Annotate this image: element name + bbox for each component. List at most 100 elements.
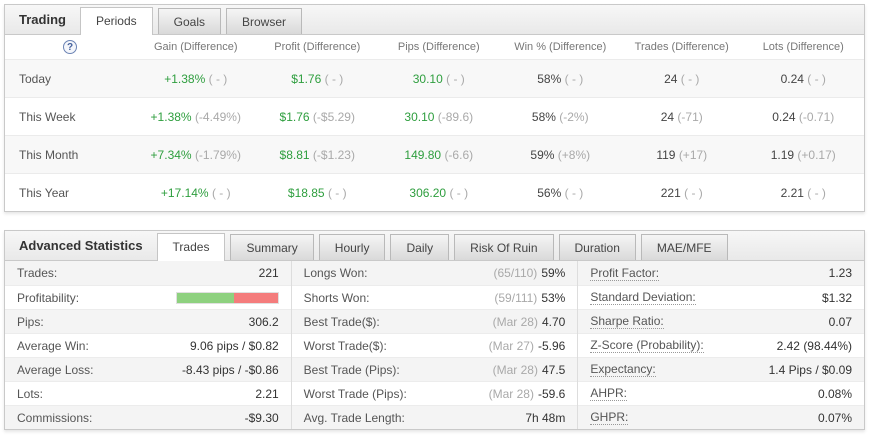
profitability-bar-red <box>234 292 278 303</box>
stat-label: Avg. Trade Length: <box>303 410 405 425</box>
stat-row-avg-trade-length: Avg. Trade Length: 7h 48m <box>291 405 578 429</box>
stat-value: 0.08% <box>817 386 853 401</box>
stat-label: Lots: <box>17 386 44 401</box>
stat-label: Worst Trade (Pips): <box>303 386 407 401</box>
stat-row-commissions: Commissions: -$9.30 <box>5 405 291 429</box>
profit-diff: ( - ) <box>327 185 347 200</box>
lots-value: 1.19 <box>770 147 795 162</box>
pips-diff: ( - ) <box>449 185 469 200</box>
lots-cell: 1.19 (+0.17) <box>743 148 865 162</box>
pips-cell: 149.80 (-6.6) <box>378 148 500 162</box>
stat-value: 2.21 <box>255 386 279 401</box>
pips-diff: (-6.6) <box>444 147 474 162</box>
stat-label: Trades: <box>17 266 58 280</box>
stat-row-profit-factor: Profit Factor: 1.23 <box>578 261 865 285</box>
stat-value-main: 59% <box>541 266 566 280</box>
table-row-this-week: This Week +1.38% (-4.49%) $1.76 (-$5.29)… <box>5 97 864 135</box>
stat-value: 306.2 <box>248 314 279 329</box>
row-label: Today <box>19 71 52 86</box>
stat-value: (65/110) 59% <box>494 266 566 280</box>
trades-value: 24 <box>664 71 678 86</box>
win-value: 56% <box>537 185 562 200</box>
stat-label: Shorts Won: <box>303 290 370 305</box>
tab-daily[interactable]: Daily <box>390 234 450 260</box>
lots-diff: ( - ) <box>807 71 826 86</box>
gain-value: +7.34% <box>150 147 192 162</box>
table-row-this-month: This Month +7.34% (-1.79%) $8.81 (-$1.23… <box>5 135 864 173</box>
column-header-trades: Trades (Difference) <box>634 41 729 53</box>
help-cell: ? <box>5 40 135 54</box>
stat-row-longs-won: Longs Won: (65/110) 59% <box>291 261 578 285</box>
stat-value: -$9.30 <box>244 410 279 425</box>
row-label: This Year <box>19 185 70 200</box>
stat-label: Longs Won: <box>303 266 368 280</box>
trades-cell: 24 (-71) <box>621 110 743 124</box>
win-value: 58% <box>537 71 562 86</box>
tab-risk-of-ruin[interactable]: Risk Of Ruin <box>454 234 554 260</box>
trades-diff: (+17) <box>678 147 708 162</box>
profit-diff: (-$5.29) <box>312 109 355 124</box>
stat-value-prefix: (65/110) <box>493 266 538 280</box>
tab-trades[interactable]: Trades <box>156 233 226 261</box>
stat-label: Best Trade($): <box>303 314 380 329</box>
stat-row-sharpe-ratio: Sharpe Ratio: 0.07 <box>578 309 865 333</box>
pips-value: 306.20 <box>409 185 447 200</box>
win-value: 59% <box>530 147 555 162</box>
tab-hourly[interactable]: Hourly <box>318 234 386 260</box>
stats-column-middle: Longs Won: (65/110) 59% Shorts Won: (59/1… <box>290 261 578 429</box>
tab-summary[interactable]: Summary <box>230 234 314 260</box>
lots-value: 0.24 <box>772 109 796 124</box>
stats-columns: Trades: 221 Profitability: Pips: 306.2 A… <box>5 261 865 429</box>
advanced-tabs: Trades Summary Hourly Daily Risk Of Ruin… <box>156 233 733 261</box>
trades-value: 119 <box>656 147 676 162</box>
stat-label: Z-Score (Probability): <box>590 338 704 353</box>
stat-label: Standard Deviation: <box>590 290 696 305</box>
column-header-lots: Lots (Difference) <box>762 41 844 53</box>
stat-value: 1.23 <box>828 266 853 280</box>
stat-value: (Mar 27) -5.96 <box>489 339 566 353</box>
profit-cell: $18.85 ( - ) <box>257 186 379 200</box>
stat-value-main: 53% <box>541 290 566 305</box>
stat-row-worst-trade-pips: Worst Trade (Pips): (Mar 28) -59.6 <box>291 381 578 405</box>
stat-label: Best Trade (Pips): <box>303 362 400 377</box>
row-label: This Month <box>19 147 79 162</box>
pips-value: 30.10 <box>412 71 443 86</box>
lots-diff: (+0.17) <box>797 147 836 162</box>
profit-diff: ( - ) <box>324 71 344 86</box>
profit-value: $1.76 <box>279 109 310 124</box>
gain-cell: +17.14% ( - ) <box>135 186 257 200</box>
stat-label: Sharpe Ratio: <box>590 314 664 329</box>
stat-value: 221 <box>258 266 279 280</box>
stat-value-prefix: (Mar 28) <box>492 362 538 377</box>
tab-periods[interactable]: Periods <box>79 7 153 35</box>
trading-table-header: ? Gain (Difference) Profit (Difference) … <box>5 35 864 59</box>
gain-cell: +7.34% (-1.79%) <box>135 148 257 162</box>
tab-mae-mfe[interactable]: MAE/MFE <box>640 234 728 260</box>
stat-label: Pips: <box>17 314 44 329</box>
stat-row-average-loss: Average Loss: -8.43 pips / -$0.86 <box>5 357 291 381</box>
pips-cell: 30.10 (-89.6) <box>378 110 500 124</box>
stat-row-lots: Lots: 2.21 <box>5 381 291 405</box>
win-cell: 58% ( - ) <box>500 72 622 86</box>
stat-row-z-score: Z-Score (Probability): 2.42 (98.44%) <box>578 333 865 357</box>
tab-duration[interactable]: Duration <box>558 234 636 260</box>
profit-cell: $1.76 ( - ) <box>257 72 379 86</box>
pips-diff: ( - ) <box>446 71 465 86</box>
stat-value-main: -5.96 <box>537 338 566 353</box>
tab-goals[interactable]: Goals <box>157 8 221 34</box>
column-header-gain: Gain (Difference) <box>153 41 238 53</box>
column-header-pips: Pips (Difference) <box>397 41 480 53</box>
profit-value: $18.85 <box>287 185 325 200</box>
stat-value: (Mar 28) 47.5 <box>493 363 566 377</box>
stat-row-expectancy: Expectancy: 1.4 Pips / $0.09 <box>578 357 865 381</box>
stat-label: Commissions: <box>17 410 93 425</box>
win-cell: 56% ( - ) <box>500 186 622 200</box>
tab-browser[interactable]: Browser <box>226 8 303 34</box>
stat-label: Average Win: <box>17 338 89 353</box>
profit-value: $8.81 <box>279 147 310 162</box>
win-diff: ( - ) <box>564 71 584 86</box>
trades-diff: ( - ) <box>680 71 700 86</box>
help-icon[interactable]: ? <box>63 40 77 54</box>
stats-column-left: Trades: 221 Profitability: Pips: 306.2 A… <box>5 261 291 429</box>
gain-cell: +1.38% ( - ) <box>135 72 257 86</box>
